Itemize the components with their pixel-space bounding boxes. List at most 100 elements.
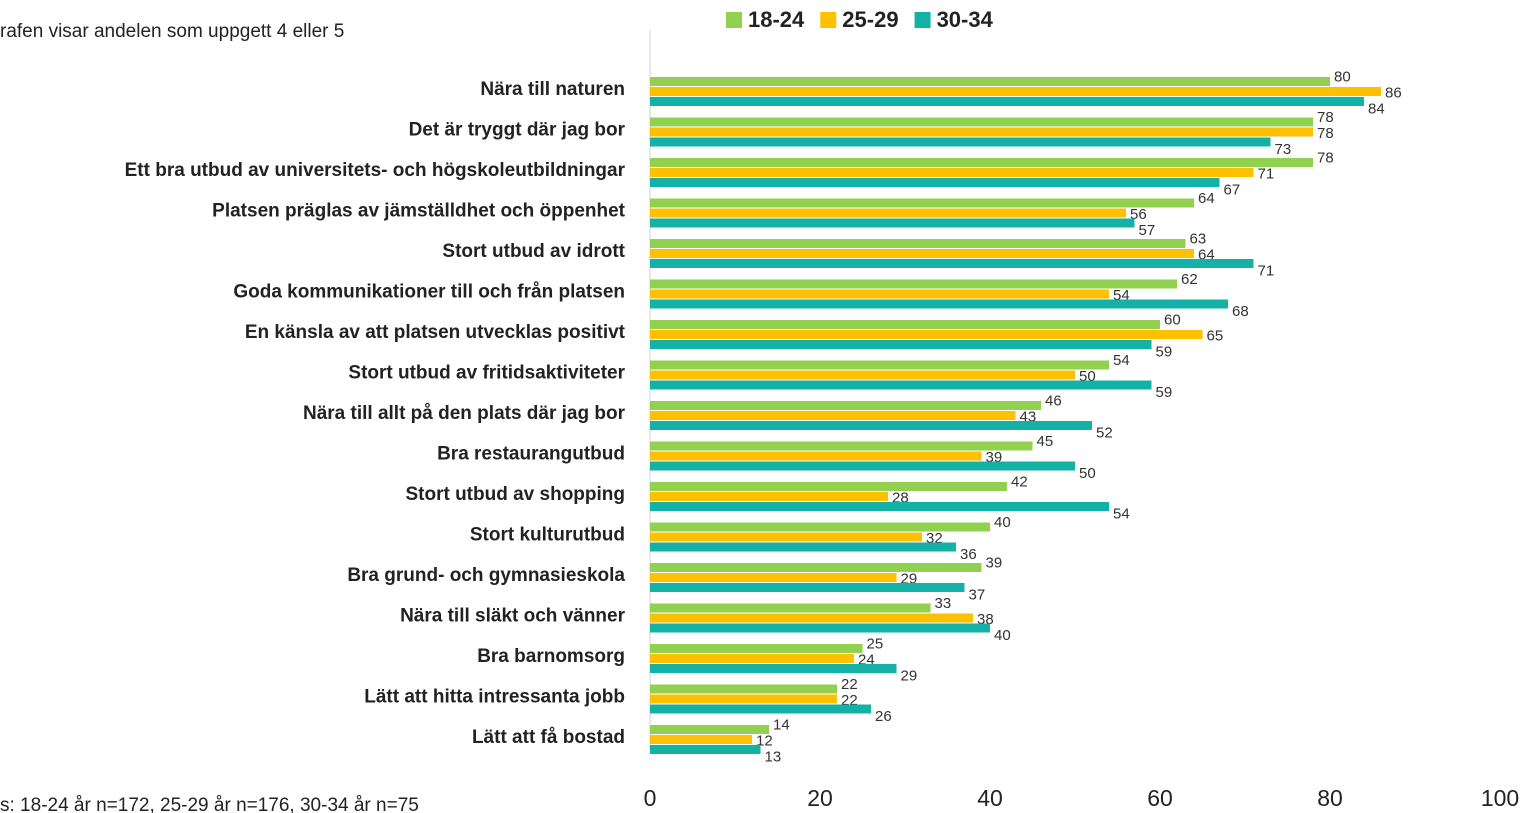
chart-subtitle: rafen visar andelen som uppgett 4 eller … <box>0 21 344 42</box>
bar <box>650 87 1381 96</box>
value-label: 60 <box>1164 311 1181 328</box>
value-label: 67 <box>1224 181 1241 198</box>
value-label: 78 <box>1317 109 1334 126</box>
chart-note: s: 18-24 år n=172, 25-29 år n=176, 30-34… <box>0 795 419 813</box>
value-label: 39 <box>986 554 1003 571</box>
x-tick-label: 60 <box>1147 785 1173 811</box>
x-tick-label: 40 <box>977 785 1003 811</box>
category-label: Lätt att få bostad <box>472 727 625 748</box>
value-label: 64 <box>1198 190 1215 207</box>
bar <box>650 178 1220 187</box>
value-label: 42 <box>1011 473 1028 490</box>
bar <box>650 198 1194 208</box>
bar <box>650 613 973 623</box>
category-label: Ett bra utbud av universitets- och högsk… <box>125 160 626 181</box>
x-tick-label: 100 <box>1481 785 1519 811</box>
legend-swatch <box>726 12 742 28</box>
category-label: Stort kulturutbud <box>470 525 625 546</box>
bar <box>650 603 931 613</box>
value-label: 86 <box>1385 84 1402 101</box>
value-label: 45 <box>1037 433 1054 450</box>
value-label: 26 <box>875 708 892 725</box>
bar <box>650 542 956 552</box>
bar <box>650 239 1186 248</box>
category-label: Lätt att hitta intressanta jobb <box>364 687 625 708</box>
bar <box>650 330 1203 339</box>
bar <box>650 127 1313 137</box>
x-tick-label: 20 <box>807 785 833 811</box>
bar <box>650 320 1160 329</box>
bar <box>650 573 897 582</box>
category-label: Stort utbud av idrott <box>442 241 625 262</box>
category-label: Bra barnomsorg <box>477 646 625 667</box>
category-label: Stort utbud av fritidsaktiviteter <box>348 363 625 384</box>
legend-swatch <box>914 12 931 28</box>
bar <box>650 77 1330 86</box>
value-label: 54 <box>1113 505 1130 522</box>
category-label: Det är tryggt där jag bor <box>409 120 626 141</box>
bar <box>650 97 1364 106</box>
value-label: 59 <box>1156 384 1173 401</box>
bar <box>650 279 1177 289</box>
bar <box>650 451 982 461</box>
bar <box>650 370 1075 380</box>
value-label: 36 <box>960 546 977 563</box>
bar <box>650 360 1109 370</box>
value-label: 52 <box>1096 424 1113 441</box>
value-label: 63 <box>1190 230 1207 247</box>
bar <box>650 259 1254 268</box>
value-label: 40 <box>994 627 1011 644</box>
category-label: Nära till släkt och vänner <box>400 606 626 627</box>
x-tick-label: 80 <box>1317 785 1343 811</box>
bar <box>650 664 897 673</box>
value-label: 65 <box>1207 327 1224 344</box>
value-label: 57 <box>1139 222 1156 239</box>
category-label: Bra restaurangutbud <box>437 444 625 465</box>
value-label: 54 <box>1113 352 1130 369</box>
category-label: Nära till allt på den plats där jag bor <box>303 403 626 424</box>
value-label: 50 <box>1079 465 1096 482</box>
bar <box>650 725 769 734</box>
bar <box>650 502 1109 511</box>
value-label: 84 <box>1368 100 1385 117</box>
bar <box>650 461 1075 471</box>
value-label: 62 <box>1181 271 1198 288</box>
bar <box>650 117 1313 127</box>
bar <box>650 299 1228 309</box>
bar <box>650 168 1254 177</box>
bar <box>650 401 1041 410</box>
value-label: 73 <box>1275 141 1292 158</box>
value-label: 46 <box>1045 392 1062 409</box>
bar <box>650 441 1033 451</box>
value-label: 78 <box>1317 125 1334 142</box>
bar <box>650 249 1194 258</box>
value-label: 25 <box>867 635 884 652</box>
value-label: 13 <box>765 748 782 765</box>
bar <box>650 644 863 653</box>
category-label: Goda kommunikationer till och från plats… <box>233 282 625 303</box>
value-label: 40 <box>994 514 1011 531</box>
bar <box>650 137 1271 147</box>
bar <box>650 654 854 663</box>
value-label: 37 <box>969 586 986 603</box>
value-label: 29 <box>901 667 918 684</box>
bar <box>650 482 1007 491</box>
bar <box>650 684 837 694</box>
bar <box>650 208 1126 218</box>
legend-label: 18-24 <box>748 7 805 32</box>
bar <box>650 522 990 532</box>
bar <box>650 492 888 501</box>
category-label: Bra grund- och gymnasieskola <box>347 565 625 586</box>
bar <box>650 411 1016 420</box>
bar <box>650 532 922 542</box>
value-label: 71 <box>1258 165 1275 182</box>
bar <box>650 380 1152 390</box>
value-label: 71 <box>1258 262 1275 279</box>
value-label: 22 <box>841 676 858 693</box>
category-label: Nära till naturen <box>480 79 625 100</box>
bar <box>650 218 1135 228</box>
bar <box>650 694 837 704</box>
value-label: 78 <box>1317 149 1334 166</box>
category-label: Stort utbud av shopping <box>405 484 625 505</box>
